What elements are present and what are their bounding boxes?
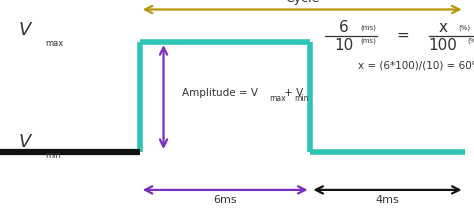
Text: 6ms: 6ms xyxy=(213,195,237,205)
Text: Amplitude = V: Amplitude = V xyxy=(182,88,258,98)
Text: 100: 100 xyxy=(429,38,457,53)
Text: (%): (%) xyxy=(467,38,474,45)
Text: max: max xyxy=(269,94,285,103)
Text: 6: 6 xyxy=(339,20,348,35)
Text: x = (6*100)/(10) = 60%: x = (6*100)/(10) = 60% xyxy=(358,60,474,70)
Text: min: min xyxy=(294,94,309,103)
Text: x: x xyxy=(439,20,447,35)
Text: (%): (%) xyxy=(459,24,471,31)
Text: V: V xyxy=(19,133,31,151)
Text: =: = xyxy=(397,27,409,42)
Text: Cycle: Cycle xyxy=(285,0,319,5)
Text: min: min xyxy=(45,151,61,160)
Text: max: max xyxy=(45,39,64,48)
Text: 10: 10 xyxy=(334,38,353,53)
Text: 4ms: 4ms xyxy=(375,195,400,205)
Text: V: V xyxy=(19,21,31,39)
Text: + V: + V xyxy=(281,88,303,98)
Text: (ms): (ms) xyxy=(360,38,376,45)
Text: (ms): (ms) xyxy=(360,24,376,31)
